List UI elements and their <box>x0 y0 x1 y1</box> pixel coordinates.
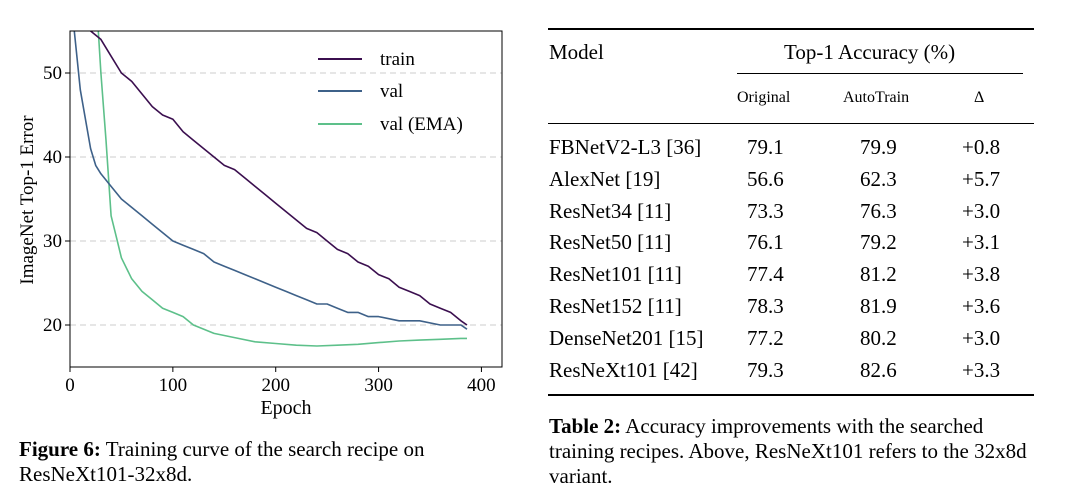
cell-model: ResNet34 [11] <box>549 199 672 223</box>
cell-delta: +0.8 <box>962 135 1001 159</box>
header-accuracy-group: Top-1 Accuracy (%) <box>784 40 956 64</box>
series-line-train <box>89 31 468 326</box>
header-original: Original <box>737 89 791 106</box>
cell-original: 79.1 <box>747 135 784 159</box>
figure-caption: Figure 6: Training curve of the search r… <box>19 437 519 487</box>
cell-model: ResNet50 [11] <box>549 230 672 254</box>
x-axis-label: Epoch <box>260 397 311 419</box>
legend: train val val (EMA) <box>318 49 463 135</box>
cell-autotrain: 81.9 <box>860 294 897 318</box>
y-tick-label: 50 <box>43 63 62 84</box>
series-line-val <box>73 31 468 330</box>
legend-label: val (EMA) <box>380 114 463 135</box>
legend-label: train <box>380 49 415 70</box>
cell-delta: +3.8 <box>962 262 1001 286</box>
plot-frame <box>69 30 503 368</box>
figure-caption-label: Figure 6: <box>19 437 101 461</box>
cell-delta: +3.3 <box>962 358 1001 382</box>
axis-ticks: 20 30 40 50 0 100 200 300 400 <box>43 63 496 396</box>
figure-caption-text: Training curve of the search recipe on R… <box>19 437 425 486</box>
table-caption-label: Table 2: <box>549 414 622 438</box>
group-rule <box>737 73 1023 74</box>
bottom-rule <box>548 394 1034 396</box>
cell-model: ResNeXt101 [42] <box>549 358 698 382</box>
header-delta: Δ <box>974 89 985 106</box>
cell-model: ResNet152 [11] <box>549 294 682 318</box>
series-lines <box>73 31 468 347</box>
cell-model: ResNet101 [11] <box>549 262 682 286</box>
cell-original: 77.4 <box>747 262 784 286</box>
training-curve-chart: 20 30 40 50 0 100 200 300 400 Epoch ImageNet Top… <box>17 30 503 419</box>
cell-original: 77.2 <box>747 326 784 350</box>
series-line-val-ema <box>97 31 467 347</box>
y-tick-label: 40 <box>43 147 62 168</box>
cell-autotrain: 76.3 <box>860 199 897 223</box>
cell-delta: +3.1 <box>962 230 1001 254</box>
x-tick-label: 200 <box>261 375 290 396</box>
legend-label: val <box>380 81 403 102</box>
y-tick-label: 20 <box>43 315 62 336</box>
cell-autotrain: 80.2 <box>860 326 897 350</box>
grid-lines <box>70 72 502 326</box>
cell-original: 79.3 <box>747 358 784 382</box>
cell-autotrain: 82.6 <box>860 358 897 382</box>
cell-autotrain: 81.2 <box>860 262 897 286</box>
cell-model: DenseNet201 [15] <box>549 326 704 350</box>
x-tick-label: 300 <box>364 375 393 396</box>
cell-delta: +5.7 <box>962 167 1001 191</box>
mid-rule <box>548 123 1034 124</box>
x-tick-label: 400 <box>467 375 496 396</box>
table-caption-text: Accuracy improvements with the searched … <box>549 414 1027 488</box>
header-autotrain: AutoTrain <box>843 89 910 106</box>
cell-autotrain: 62.3 <box>860 167 897 191</box>
cell-original: 56.6 <box>747 167 784 191</box>
table-caption: Table 2: Accuracy improvements with the … <box>549 414 1049 489</box>
top-rule <box>548 28 1034 30</box>
cell-autotrain: 79.9 <box>860 135 897 159</box>
cell-model: AlexNet [19] <box>549 167 661 191</box>
y-tick-label: 30 <box>43 231 62 252</box>
cell-original: 76.1 <box>747 230 784 254</box>
cell-original: 78.3 <box>747 294 784 318</box>
y-axis-label: ImageNet Top-1 Error <box>17 115 38 285</box>
x-tick-label: 100 <box>159 375 188 396</box>
cell-original: 73.3 <box>747 199 784 223</box>
cell-delta: +3.0 <box>962 326 1001 350</box>
cell-delta: +3.0 <box>962 199 1001 223</box>
header-model: Model <box>549 40 604 64</box>
cell-delta: +3.6 <box>962 294 1001 318</box>
x-tick-label: 0 <box>65 375 75 396</box>
cell-autotrain: 79.2 <box>860 230 897 254</box>
cell-model: FBNetV2-L3 [36] <box>549 135 702 159</box>
